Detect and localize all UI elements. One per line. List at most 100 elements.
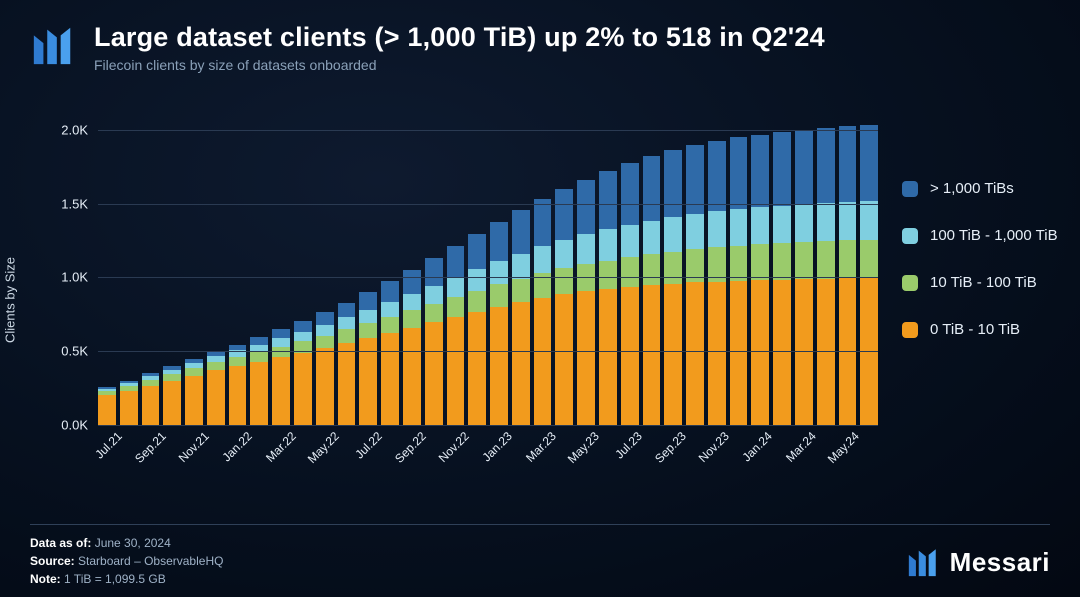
grid-line: [98, 351, 878, 352]
bar-segment: [621, 287, 639, 425]
bar-segment: [751, 244, 769, 280]
bar-segment: [795, 242, 813, 279]
y-tick-label: 1.5K: [61, 196, 88, 211]
messari-logo-icon: [30, 22, 76, 68]
y-tick-label: 2.0K: [61, 122, 88, 137]
bar-segment: [708, 247, 726, 281]
x-tick-label: Jul.23: [613, 429, 646, 462]
plot-area: 0.0K0.5K1.0K1.5K2.0K: [98, 115, 878, 425]
bar-segment: [577, 180, 595, 235]
footer-note-label: Note:: [30, 572, 61, 586]
chart-title: Large dataset clients (> 1,000 TiB) up 2…: [94, 22, 825, 53]
bar: [577, 180, 595, 425]
bar-segment: [468, 234, 486, 269]
legend-item: 0 TiB - 10 TiB: [902, 321, 1058, 338]
bar: [512, 210, 530, 425]
legend-label: 100 TiB - 1,000 TiB: [930, 227, 1058, 244]
x-tick-label: Jan.24: [740, 429, 775, 464]
bar-segment: [490, 222, 508, 261]
bar-segment: [773, 206, 791, 243]
x-tick-label: Sep.23: [652, 429, 689, 466]
bar-segment: [447, 246, 465, 277]
bar-segment: [381, 333, 399, 425]
bar: [490, 222, 508, 425]
bar-segment: [185, 376, 203, 425]
bar-segment: [555, 268, 573, 294]
grid-line: [98, 130, 878, 131]
bar-segment: [250, 362, 268, 425]
x-tick-label: Jan.23: [480, 429, 515, 464]
bar-segment: [773, 280, 791, 425]
bar: [338, 303, 356, 425]
bar-segment: [730, 281, 748, 425]
bar-segment: [490, 284, 508, 306]
bar-segment: [751, 207, 769, 244]
bar: [425, 258, 443, 425]
bar-segment: [229, 366, 247, 425]
bar: [555, 189, 573, 425]
bar-segment: [359, 292, 377, 309]
bar-segment: [643, 254, 661, 285]
bar: [381, 281, 399, 425]
bar-segment: [860, 201, 878, 239]
bar-segment: [534, 298, 552, 425]
bar: [751, 135, 769, 425]
messari-logo-icon: [906, 545, 940, 579]
bar-segment: [795, 204, 813, 241]
x-tick-label: Sep.21: [132, 429, 169, 466]
x-tick-label: Jul.21: [93, 429, 126, 462]
bar-segment: [686, 214, 704, 249]
bar: [468, 234, 486, 425]
legend-label: > 1,000 TiBs: [930, 180, 1014, 197]
bar-segment: [359, 310, 377, 324]
legend-label: 10 TiB - 100 TiB: [930, 274, 1037, 291]
bar: [403, 270, 421, 425]
bar-segment: [839, 202, 857, 240]
bar-segment: [207, 370, 225, 425]
bar-segment: [403, 328, 421, 425]
x-tick-label: Nov.23: [696, 429, 732, 465]
footer-divider: [30, 524, 1050, 525]
y-axis-label: Clients by Size: [3, 257, 18, 343]
bar: [664, 150, 682, 425]
bar-segment: [643, 156, 661, 221]
bar-segment: [338, 303, 356, 318]
bar-segment: [468, 291, 486, 312]
bar-segment: [664, 217, 682, 252]
bar-segment: [795, 130, 813, 205]
bar-segment: [621, 225, 639, 258]
bar-segment: [599, 261, 617, 289]
brand: Messari: [906, 545, 1050, 579]
bar: [163, 366, 181, 425]
bar-segment: [250, 352, 268, 362]
legend-swatch: [902, 181, 918, 197]
bar: [229, 345, 247, 425]
legend: > 1,000 TiBs 100 TiB - 1,000 TiB 10 TiB - …: [902, 180, 1058, 338]
bar-segment: [381, 302, 399, 317]
grid-line: [98, 277, 878, 278]
header: Large dataset clients (> 1,000 TiB) up 2…: [30, 22, 1050, 73]
bar-segment: [664, 284, 682, 425]
bar-segment: [751, 135, 769, 208]
bar-segment: [447, 277, 465, 297]
chart-subtitle: Filecoin clients by size of datasets onb…: [94, 57, 825, 73]
bar: [643, 156, 661, 425]
legend-swatch: [902, 275, 918, 291]
bar-segment: [294, 353, 312, 425]
bar-segment: [447, 297, 465, 317]
bar-segment: [316, 336, 334, 349]
y-tick-label: 0.0K: [61, 418, 88, 433]
bar-segment: [555, 189, 573, 240]
x-tick-label: Jan.22: [220, 429, 255, 464]
bar-segment: [621, 163, 639, 225]
bar-segment: [555, 240, 573, 269]
legend-label: 0 TiB - 10 TiB: [930, 321, 1020, 338]
bar: [120, 381, 138, 425]
bar-segment: [272, 357, 290, 425]
bar-segment: [664, 252, 682, 284]
x-tick-label: Mar.23: [523, 429, 559, 465]
bar-segment: [229, 357, 247, 366]
bar-segment: [643, 285, 661, 425]
y-tick-label: 0.5K: [61, 344, 88, 359]
bar-segment: [359, 323, 377, 338]
